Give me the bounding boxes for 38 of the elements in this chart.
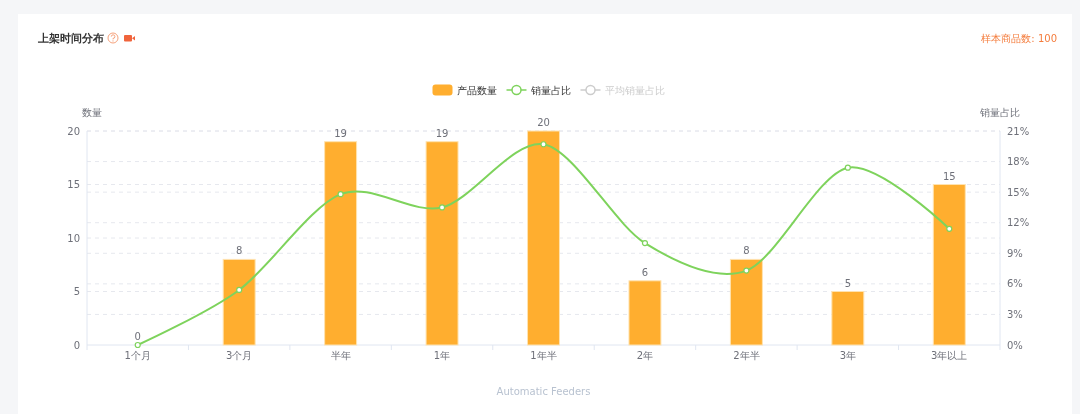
y2-tick-label: 9% bbox=[1007, 247, 1023, 259]
y2-axis-title: 销量占比 bbox=[979, 107, 1020, 118]
x-tick-label: 2年半 bbox=[733, 350, 760, 361]
x-tick-label: 1年 bbox=[433, 350, 451, 361]
y-axis-title: 数量 bbox=[82, 107, 102, 118]
data-label: 20 bbox=[537, 117, 550, 128]
legend-label: 产品数量 bbox=[456, 84, 497, 96]
data-label: 8 bbox=[743, 245, 750, 257]
x-tick-label: 1年半 bbox=[530, 350, 557, 361]
y-tick-label: 0 bbox=[73, 339, 80, 351]
y2-tick-label: 12% bbox=[1007, 217, 1030, 229]
x-tick-label: 3年以上 bbox=[931, 350, 968, 361]
x-tick-label: 3个月 bbox=[225, 350, 253, 361]
y2-tick-label: 0% bbox=[1007, 339, 1023, 351]
y2-tick-label: 21% bbox=[1007, 125, 1030, 137]
text: 样本商品数: 100 bbox=[981, 33, 1057, 44]
x-tick-label: 1个月 bbox=[124, 350, 151, 361]
y-tick-label: 20 bbox=[67, 125, 80, 137]
y2-tick-label: 15% bbox=[1007, 186, 1030, 198]
y2-tick-label: 18% bbox=[1007, 156, 1030, 168]
data-label: 19 bbox=[334, 127, 347, 139]
data-label: 5 bbox=[844, 277, 852, 289]
x-tick-label: 3年 bbox=[839, 350, 857, 361]
y-tick-label: 5 bbox=[73, 286, 80, 297]
y2-tick-label: 6% bbox=[1007, 278, 1023, 290]
data-label: 15 bbox=[942, 170, 956, 182]
data-label: 6 bbox=[641, 266, 649, 278]
chart-title: 上架时间分布 bbox=[37, 32, 104, 45]
data-label: 0 bbox=[134, 331, 141, 342]
legend-label: 销量占比 bbox=[529, 84, 571, 96]
data-label: 19 bbox=[435, 127, 449, 139]
y-tick-label: 10 bbox=[67, 232, 80, 244]
x-tick-label: 2年 bbox=[636, 350, 654, 361]
x-axis-title: Automatic Feeders bbox=[496, 386, 591, 397]
y2-tick-label: 3% bbox=[1007, 308, 1023, 320]
y-tick-label: 15 bbox=[67, 179, 80, 190]
x-tick-label: 半年 bbox=[330, 350, 351, 361]
data-label: 8 bbox=[235, 245, 243, 257]
